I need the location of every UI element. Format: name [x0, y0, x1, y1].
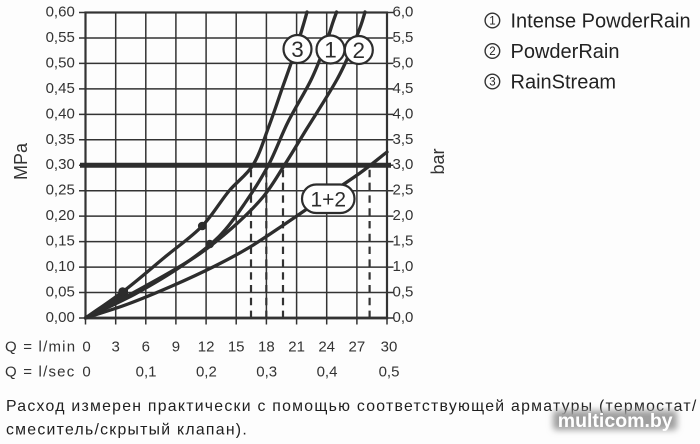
svg-text:0,00: 0,00 — [46, 309, 75, 326]
svg-text:2: 2 — [489, 46, 495, 58]
svg-text:0,40: 0,40 — [46, 105, 75, 122]
svg-text:27: 27 — [349, 338, 366, 355]
svg-text:0,3: 0,3 — [256, 363, 277, 380]
svg-text:15: 15 — [228, 338, 245, 355]
svg-text:6,0: 6,0 — [393, 4, 414, 21]
svg-text:RainStream: RainStream — [511, 71, 617, 93]
svg-text:4,0: 4,0 — [393, 105, 414, 122]
svg-text:21: 21 — [288, 338, 305, 355]
svg-text:0,50: 0,50 — [46, 54, 75, 71]
svg-text:0,5: 0,5 — [379, 363, 400, 380]
svg-text:6: 6 — [142, 338, 150, 355]
svg-text:5,0: 5,0 — [393, 54, 414, 71]
svg-text:5,5: 5,5 — [393, 29, 414, 46]
svg-text:0,2: 0,2 — [196, 363, 217, 380]
svg-text:0,1: 0,1 — [136, 363, 157, 380]
svg-text:30: 30 — [381, 338, 398, 355]
svg-text:0,05: 0,05 — [46, 284, 75, 301]
svg-text:2,5: 2,5 — [393, 182, 414, 199]
svg-text:3: 3 — [291, 37, 304, 62]
svg-text:0: 0 — [82, 338, 90, 355]
svg-text:bar: bar — [428, 148, 448, 174]
svg-text:0,20: 0,20 — [46, 207, 75, 224]
svg-text:1,5: 1,5 — [393, 233, 414, 250]
svg-text:0,0: 0,0 — [393, 309, 414, 326]
svg-text:0,4: 0,4 — [317, 363, 338, 380]
svg-text:0,35: 0,35 — [46, 131, 75, 148]
svg-text:PowderRain: PowderRain — [511, 41, 620, 63]
svg-text:2,0: 2,0 — [393, 207, 414, 224]
svg-text:1: 1 — [489, 16, 495, 28]
svg-text:4,5: 4,5 — [393, 80, 414, 97]
svg-text:9: 9 — [172, 338, 180, 355]
svg-text:1,0: 1,0 — [393, 258, 414, 275]
svg-text:3,0: 3,0 — [393, 156, 414, 173]
svg-text:2: 2 — [353, 38, 366, 63]
svg-text:Intense PowderRain: Intense PowderRain — [511, 10, 691, 32]
svg-text:0,10: 0,10 — [46, 258, 75, 275]
svg-text:3,5: 3,5 — [393, 131, 414, 148]
svg-text:0,15: 0,15 — [46, 233, 75, 250]
svg-text:3: 3 — [112, 338, 120, 355]
svg-text:0: 0 — [82, 363, 90, 380]
svg-text:1: 1 — [324, 38, 337, 63]
svg-text:0,45: 0,45 — [46, 80, 75, 97]
svg-text:0,55: 0,55 — [46, 29, 75, 46]
svg-text:3: 3 — [489, 77, 495, 89]
svg-text:12: 12 — [198, 338, 215, 355]
svg-text:MPa: MPa — [11, 142, 31, 180]
svg-text:смеситель/скрытый клапан).: смеситель/скрытый клапан). — [6, 421, 248, 438]
svg-text:0,25: 0,25 — [46, 182, 75, 199]
svg-text:0,5: 0,5 — [393, 284, 414, 301]
svg-text:multicom.by: multicom.by — [558, 410, 673, 432]
svg-text:1+2: 1+2 — [310, 188, 346, 211]
svg-text:Q = l/sec: Q = l/sec — [5, 363, 75, 380]
svg-text:Q = l/min: Q = l/min — [5, 338, 76, 355]
svg-text:24: 24 — [318, 338, 335, 355]
svg-text:0,30: 0,30 — [46, 156, 75, 173]
svg-text:18: 18 — [258, 338, 275, 355]
svg-text:0,60: 0,60 — [46, 4, 75, 21]
svg-text:Расход измерен практически с п: Расход измерен практически с помощью соо… — [6, 398, 698, 415]
